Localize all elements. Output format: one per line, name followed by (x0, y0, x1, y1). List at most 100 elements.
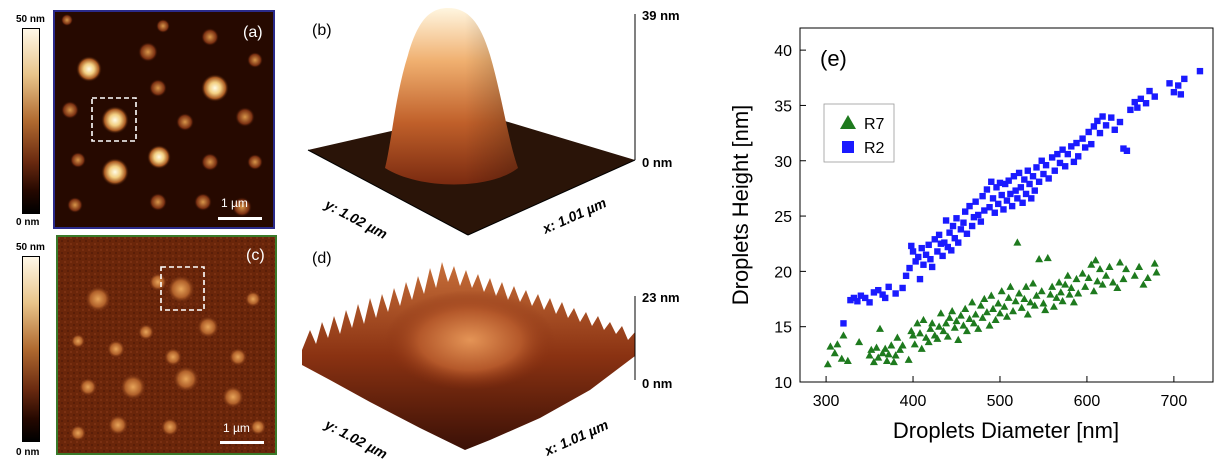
point-R2 (1085, 128, 1092, 136)
point-R2 (968, 222, 976, 230)
y-axis-title: Droplets Height [nm] (728, 105, 753, 306)
point-R7 (1115, 258, 1124, 266)
point-R2 (1090, 123, 1098, 130)
point-R7 (936, 309, 945, 317)
point-R2 (879, 291, 886, 298)
point-R7 (1087, 260, 1096, 268)
point-R2 (892, 290, 899, 297)
point-R2 (960, 219, 967, 226)
point-R2 (1008, 202, 1016, 210)
point-R2 (937, 240, 945, 247)
point-R7 (1102, 271, 1111, 279)
y-tick-label: 35 (774, 98, 792, 115)
point-R2 (1024, 167, 1032, 174)
series-R7 (823, 238, 1161, 368)
colorbar-a-min: 0 nm (16, 217, 40, 228)
point-R7 (826, 342, 835, 350)
point-R7 (1122, 264, 1131, 273)
colorbar-c-max: 50 nm (16, 242, 45, 253)
point-R2 (915, 253, 922, 261)
point-R7 (959, 321, 968, 329)
point-R2 (847, 296, 854, 304)
panel-label-a: (a) (243, 24, 263, 41)
point-R7 (1063, 271, 1072, 279)
scalebar-label-a: 1 µm (221, 196, 248, 210)
point-R7 (991, 315, 1000, 324)
point-R2 (927, 256, 934, 263)
point-R7 (974, 324, 983, 332)
point-R7 (926, 324, 935, 332)
surface-plot-b: (b) 39 nm 0 nm y: 1.02 µm x: 1.01 µm (290, 0, 710, 242)
point-R2 (1035, 178, 1043, 185)
legend-box (823, 103, 895, 163)
point-R2 (955, 239, 962, 246)
point-R2 (986, 204, 993, 211)
point-R7 (1093, 277, 1102, 285)
selection-box-a (91, 97, 137, 142)
point-R2 (1005, 177, 1012, 184)
point-R2 (885, 283, 892, 291)
legend-marker-R2 (842, 141, 854, 153)
point-R7 (1015, 289, 1024, 297)
point-R2 (1045, 175, 1052, 182)
x-tick-label: 500 (987, 393, 1014, 410)
point-R7 (909, 331, 918, 339)
point-R2 (862, 294, 869, 302)
y-tick-label: 20 (774, 264, 792, 281)
point-R2 (1026, 180, 1033, 188)
point-R7 (1150, 259, 1159, 267)
x-tick-label: 400 (900, 393, 927, 410)
point-R7 (910, 340, 919, 348)
point-R7 (995, 309, 1004, 317)
point-R7 (1026, 298, 1035, 306)
point-R2 (866, 299, 873, 306)
point-R7 (1065, 290, 1074, 298)
point-R2 (1028, 195, 1035, 202)
point-R2 (931, 236, 938, 243)
y-tick-label: 30 (774, 154, 792, 171)
point-R7 (830, 349, 839, 357)
point-R2 (882, 294, 889, 302)
point-R7 (884, 350, 893, 358)
point-R2 (857, 292, 865, 299)
point-R2 (906, 264, 913, 272)
point-R7 (917, 344, 926, 352)
point-R2 (922, 251, 930, 258)
point-R7 (1119, 274, 1128, 283)
scatter-chart-e: 10 15 20 25 30 35 40 300 400 500 600 700 (e) Dropl… (728, 27, 1214, 443)
point-R2 (1134, 104, 1141, 111)
point-R2 (1088, 140, 1095, 148)
afm-image-a: (a) 1 µm (53, 10, 275, 229)
point-R7 (898, 341, 907, 349)
point-R2 (1038, 157, 1045, 164)
point-R2 (1051, 167, 1058, 174)
point-R2 (1108, 114, 1115, 121)
point-R2 (979, 192, 986, 200)
point-R2 (1007, 190, 1014, 198)
point-R7 (1029, 279, 1038, 287)
point-R7 (956, 311, 965, 319)
point-R2 (908, 242, 915, 250)
point-R7 (875, 324, 884, 332)
panel-label-e: (e) (820, 46, 847, 71)
afm-image-c: (c) 1 µm (56, 235, 277, 455)
point-R7 (1017, 303, 1026, 311)
point-R2 (1142, 100, 1150, 107)
point-R2 (993, 184, 1000, 191)
selection-box-c (160, 266, 205, 311)
point-R2 (1116, 118, 1124, 126)
point-R7 (1072, 274, 1081, 283)
point-R2 (942, 217, 950, 224)
afm-c-droplets (70, 273, 266, 441)
point-R2 (941, 239, 948, 246)
point-R2 (944, 243, 952, 251)
point-R2 (939, 252, 946, 260)
point-R7 (1067, 283, 1076, 291)
point-R2 (1012, 187, 1019, 194)
surface-b-z-max: 39 nm (642, 8, 680, 23)
point-R7 (954, 335, 963, 343)
point-R7 (1135, 262, 1144, 270)
point-R2 (996, 179, 1004, 187)
point-R7 (833, 340, 842, 348)
point-R7 (881, 344, 890, 352)
